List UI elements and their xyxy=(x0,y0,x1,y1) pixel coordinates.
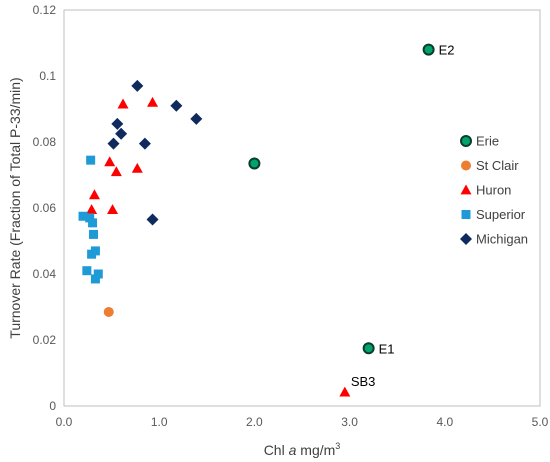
y-tick-label: 0.02 xyxy=(33,333,57,347)
point-michigan xyxy=(190,112,203,125)
annotation-label: E2 xyxy=(439,43,455,58)
legend: Erie St Clair Huron Superior Michigan xyxy=(460,134,528,247)
point-superior xyxy=(87,249,97,259)
legend-label-superior: Superior xyxy=(476,207,526,222)
legend-label-michigan: Michigan xyxy=(476,232,528,247)
annotation-label: E1 xyxy=(379,341,395,356)
point-huron xyxy=(88,189,100,200)
point-michigan xyxy=(115,127,128,140)
point-superior xyxy=(78,211,88,221)
point-erie xyxy=(422,43,435,56)
x-axis-title: Chl a mg/m3 xyxy=(264,441,341,458)
data-points xyxy=(78,43,435,397)
point-erie xyxy=(248,157,261,170)
legend-marker-michigan xyxy=(460,233,472,245)
x-tick-label: 1.0 xyxy=(151,415,168,429)
point-huron xyxy=(110,166,122,177)
point-huron xyxy=(86,204,98,215)
point-superior xyxy=(86,155,96,165)
point-superior xyxy=(82,266,92,276)
point-superior xyxy=(93,269,103,279)
point-huron xyxy=(104,156,116,167)
x-axis-title-unit: mg/m xyxy=(296,442,335,458)
point-michigan xyxy=(131,79,144,92)
y-tick-label: 0.08 xyxy=(33,135,57,149)
x-axis-ticks: 0.0 1.0 2.0 3.0 4.0 5.0 xyxy=(56,415,549,429)
x-axis-title-italic: a xyxy=(289,442,297,458)
x-tick-label: 5.0 xyxy=(532,415,549,429)
point-michigan xyxy=(107,137,120,150)
point-superior xyxy=(89,229,99,239)
point-huron xyxy=(147,96,159,107)
point-superior xyxy=(85,213,95,223)
legend-marker-erie xyxy=(460,135,472,147)
y-tick-label: 0.04 xyxy=(33,267,57,281)
annotation-label: SB3 xyxy=(351,374,376,389)
legend-marker-huron xyxy=(460,184,472,195)
y-axis-ticks: 0 0.02 0.04 0.06 0.08 0.1 0.12 xyxy=(33,3,57,413)
point-st-clair xyxy=(103,306,114,317)
point-erie xyxy=(362,342,375,355)
y-tick-label: 0.1 xyxy=(39,69,56,83)
legend-marker-st-clair xyxy=(461,160,471,171)
point-huron xyxy=(131,162,143,173)
legend-marker-superior xyxy=(461,210,471,219)
y-tick-label: 0.12 xyxy=(33,3,57,17)
y-axis-title: Turnover Rate (Fraction of Total P-33/mi… xyxy=(7,77,23,338)
x-tick-label: 3.0 xyxy=(341,415,358,429)
point-huron xyxy=(339,386,351,397)
point-michigan xyxy=(111,117,124,130)
legend-label-st-clair: St Clair xyxy=(476,158,519,173)
point-annotations: E2 E1 SB3 xyxy=(351,43,455,390)
plot-area xyxy=(63,9,541,407)
point-michigan xyxy=(146,213,159,226)
point-michigan xyxy=(170,99,183,112)
point-superior xyxy=(90,274,100,284)
x-tick-label: 4.0 xyxy=(436,415,453,429)
point-superior xyxy=(88,218,98,228)
point-huron xyxy=(107,204,119,215)
x-tick-label: 2.0 xyxy=(246,415,263,429)
legend-label-erie: Erie xyxy=(476,134,499,149)
y-tick-label: 0 xyxy=(49,399,56,413)
y-tick-label: 0.06 xyxy=(33,201,57,215)
x-axis-title-prefix: Chl xyxy=(264,442,289,458)
x-tick-label: 0.0 xyxy=(56,415,73,429)
point-huron xyxy=(117,98,129,109)
point-michigan xyxy=(138,137,151,150)
legend-label-huron: Huron xyxy=(476,183,511,198)
x-axis-title-superscript: 3 xyxy=(335,441,340,451)
